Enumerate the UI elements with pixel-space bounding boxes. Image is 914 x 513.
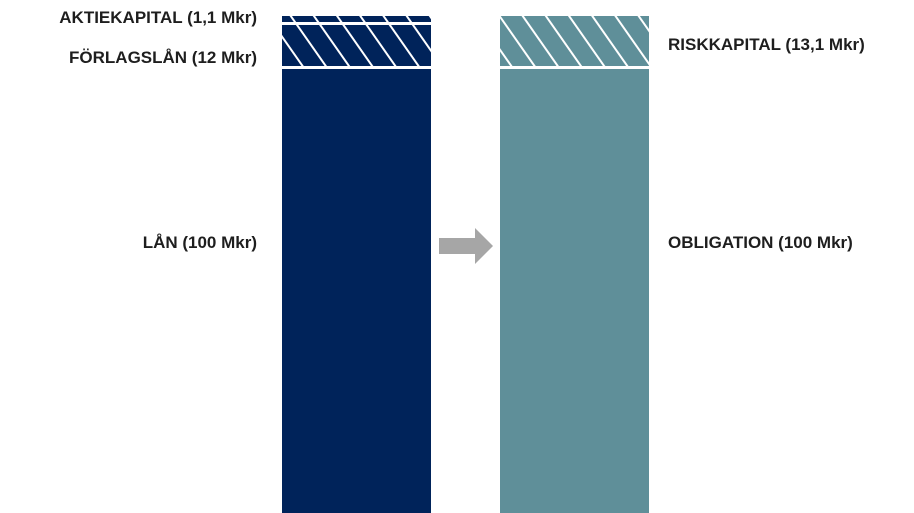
- right-bar: [500, 16, 649, 513]
- forlagslan-label: FÖRLAGSLÅN (12 Mkr): [69, 48, 257, 67]
- lan-segment: [282, 69, 431, 513]
- right-arrow-icon: [439, 228, 493, 264]
- lan-label: LÅN (100 Mkr): [142, 233, 257, 252]
- left-bar: [282, 16, 431, 513]
- obligation-label: OBLIGATION (100 Mkr): [668, 233, 853, 252]
- riskkapital-label: RISKKAPITAL (13,1 Mkr): [668, 35, 865, 54]
- forlagslan-segment: [282, 25, 431, 66]
- aktiekapital-label: AKTIEKAPITAL (1,1 Mkr): [59, 8, 257, 27]
- aktiekapital-segment: [282, 16, 431, 22]
- obligation-segment: [500, 69, 649, 513]
- riskkapital-segment: [500, 16, 649, 66]
